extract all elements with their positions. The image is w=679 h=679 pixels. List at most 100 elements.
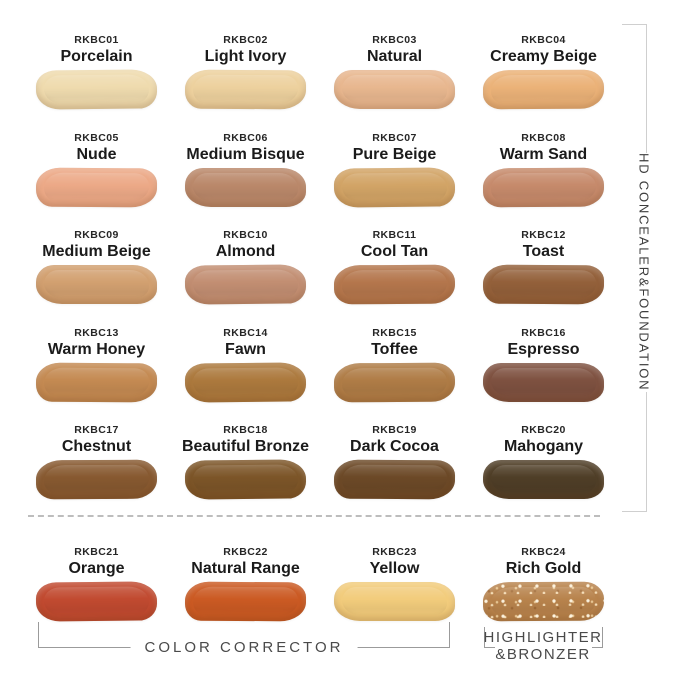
shade-cell: RKBC13 Warm Honey [22, 323, 171, 421]
highlighter-bronzer-label: HIGHLIGHTER &BRONZER [481, 629, 605, 663]
highlighter-label-line2: &BRONZER [495, 646, 591, 663]
shade-name: Porcelain [60, 48, 133, 65]
highlighter-label-line1: HIGHLIGHTER [483, 629, 603, 646]
hd-bracket-top [622, 24, 647, 153]
shade-swatch [333, 459, 456, 500]
shade-swatch [482, 581, 605, 622]
shade-cell: RKBC14 Fawn [171, 323, 320, 421]
shade-code: RKBC14 [223, 326, 268, 339]
shade-name: Natural Range [191, 560, 300, 577]
shade-name: Medium Beige [42, 243, 151, 260]
shade-name: Warm Honey [47, 340, 146, 358]
shade-code: RKBC16 [521, 326, 566, 339]
shade-grid-main: RKBC01 Porcelain RKBC02 Light Ivory RKBC… [22, 30, 618, 518]
shade-code: RKBC12 [521, 229, 566, 241]
shade-name: Warm Sand [499, 145, 588, 163]
shade-cell: RKBC05 Nude [22, 128, 171, 226]
shade-code: RKBC04 [521, 34, 566, 46]
shade-name: Toast [522, 243, 565, 260]
shade-name: Medium Bisque [186, 145, 305, 163]
shade-swatch [184, 361, 307, 403]
hd-group-label: HD CONCEALER&FOUNDATION [636, 152, 652, 392]
shade-swatch [333, 264, 456, 305]
shade-name: Toffee [371, 340, 418, 358]
shade-cell: RKBC10 Almond [171, 225, 320, 323]
shade-cell: RKBC12 Toast [469, 225, 618, 323]
shade-swatch [185, 167, 306, 207]
shade-name: Dark Cocoa [350, 438, 439, 455]
shade-name: Nude [76, 145, 117, 163]
shade-cell: RKBC11 Cool Tan [320, 225, 469, 323]
highlighter-bracket-right [592, 627, 603, 648]
shade-code: RKBC13 [74, 326, 119, 339]
shade-swatch [35, 362, 158, 402]
shade-code: RKBC11 [372, 229, 417, 241]
shade-code: RKBC15 [372, 326, 417, 339]
shade-code: RKBC22 [223, 546, 268, 558]
shade-code: RKBC03 [372, 34, 417, 46]
shade-code: RKBC20 [521, 424, 566, 436]
shade-cell: RKBC24 Rich Gold [469, 542, 618, 639]
shade-swatch [184, 264, 307, 305]
shade-swatch [482, 69, 605, 110]
shade-swatch [482, 264, 605, 305]
shade-code: RKBC10 [223, 229, 268, 241]
shade-code: RKBC08 [521, 131, 566, 144]
shade-swatch [184, 69, 307, 110]
shade-code: RKBC17 [74, 424, 119, 436]
shade-cell: RKBC17 Chestnut [22, 420, 171, 518]
shade-code: RKBC23 [372, 546, 417, 558]
shade-name: Creamy Beige [490, 48, 597, 65]
shade-cell: RKBC09 Medium Beige [22, 225, 171, 323]
shade-cell: RKBC22 Natural Range [171, 542, 320, 639]
shade-name: Natural [366, 48, 423, 65]
shade-swatch [184, 581, 307, 622]
shade-swatch [334, 582, 455, 621]
shade-name: Fawn [225, 340, 266, 358]
shade-swatch [36, 265, 157, 304]
shade-cell: RKBC18 Beautiful Bronze [171, 420, 320, 518]
shade-code: RKBC09 [74, 229, 119, 241]
shade-name: Yellow [369, 560, 420, 577]
shade-cell: RKBC23 Yellow [320, 542, 469, 639]
shade-name: Espresso [507, 340, 580, 358]
shade-name: Cool Tan [360, 243, 429, 260]
shade-swatch [184, 459, 307, 500]
shade-name: Rich Gold [505, 560, 582, 577]
shade-cell: RKBC08 Warm Sand [469, 128, 618, 226]
shade-name: Pure Beige [352, 145, 437, 163]
shade-swatch [35, 581, 158, 622]
shade-code: RKBC02 [223, 34, 268, 46]
shade-cell: RKBC02 Light Ivory [171, 30, 320, 128]
shade-swatch [482, 167, 605, 207]
shade-code: RKBC21 [74, 546, 119, 558]
shade-cell: RKBC19 Dark Cocoa [320, 420, 469, 518]
shade-name: Light Ivory [204, 48, 287, 65]
shade-swatch [333, 362, 456, 402]
shade-swatch [483, 460, 604, 499]
shade-cell: RKBC15 Toffee [320, 323, 469, 421]
hd-bracket-bottom [622, 392, 647, 512]
shade-name: Chestnut [61, 438, 132, 455]
color-corrector-bracket: COLOR CORRECTOR [38, 622, 450, 657]
shade-name: Beautiful Bronze [181, 438, 310, 455]
shade-cell: RKBC04 Creamy Beige [469, 30, 618, 128]
shade-swatch [35, 167, 158, 207]
highlighter-bracket-left [484, 627, 495, 648]
shade-name: Orange [68, 560, 125, 577]
shade-code: RKBC01 [74, 34, 119, 46]
shade-swatch [35, 69, 158, 110]
shade-cell: RKBC07 Pure Beige [320, 128, 469, 226]
shade-code: RKBC18 [223, 424, 268, 436]
shade-cell: RKBC16 Espresso [469, 323, 618, 421]
color-corrector-label: COLOR CORRECTOR [130, 639, 358, 657]
shade-cell: RKBC03 Natural [320, 30, 469, 128]
shade-code: RKBC24 [521, 546, 566, 558]
shade-swatch [334, 70, 455, 109]
shade-swatch [333, 166, 456, 208]
shade-cell: RKBC01 Porcelain [22, 30, 171, 128]
shade-name: Almond [215, 243, 276, 260]
shade-cell: RKBC06 Medium Bisque [171, 128, 320, 226]
shade-cell: RKBC20 Mahogany [469, 420, 618, 518]
